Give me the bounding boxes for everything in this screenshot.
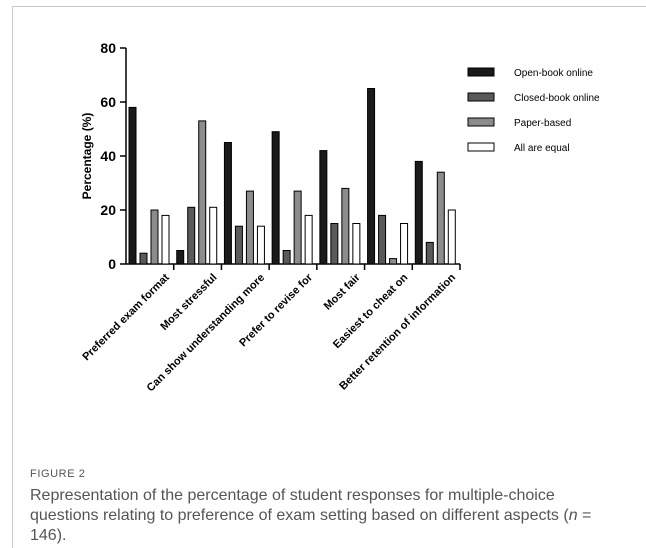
legend-swatch (467, 67, 495, 77)
bar-open-book-online (367, 88, 376, 265)
x-tick-label: Preferred exam format (80, 271, 172, 363)
figure-frame (12, 6, 646, 548)
bar-all-are-equal (447, 209, 456, 265)
bar-closed-book-online (282, 250, 291, 265)
bar-closed-book-online (425, 241, 434, 265)
bar-closed-book-online (378, 214, 387, 265)
bar-paper-based (389, 258, 398, 265)
y-tick-label: 60 (100, 94, 116, 110)
y-tick-label: 80 (100, 40, 116, 56)
bar-all-are-equal (352, 223, 361, 265)
y-axis-label: Percentage (%) (80, 113, 94, 200)
bar-open-book-online (128, 106, 137, 265)
legend-swatch (467, 142, 495, 152)
figure-label: FIGURE 2 (30, 468, 86, 480)
bar-all-are-equal (256, 225, 265, 265)
chart-bars (128, 88, 456, 265)
bar-open-book-online (271, 131, 280, 265)
bar-closed-book-online (139, 252, 148, 265)
figure-caption: Representation of the percentage of stud… (30, 486, 620, 546)
bar-open-book-online (319, 150, 328, 265)
bar-all-are-equal (161, 214, 170, 265)
bar-open-book-online (414, 160, 423, 265)
caption-variable: n (568, 507, 578, 524)
bar-paper-based (150, 209, 159, 265)
caption-text: Representation of the percentage of stud… (30, 487, 569, 524)
bar-closed-book-online (187, 206, 196, 265)
legend-label: All are equal (514, 143, 570, 154)
bar-paper-based (341, 187, 350, 265)
bar-paper-based (198, 120, 207, 265)
bar-open-book-online (223, 142, 232, 265)
caption-text-end: = 146). (30, 507, 592, 544)
y-tick-label: 0 (108, 256, 116, 272)
legend-label: Open-book online (514, 68, 593, 79)
bar-paper-based (436, 171, 445, 265)
chart-legend: Open-book online Closed-book online Paper-… (467, 67, 600, 154)
bar-closed-book-online (234, 225, 243, 265)
legend-swatch (467, 117, 495, 127)
legend-swatch (467, 92, 495, 102)
bar-all-are-equal (209, 206, 218, 265)
legend-label: Closed-book online (514, 93, 600, 104)
y-tick-label: 40 (100, 148, 116, 164)
bar-open-book-online (176, 250, 185, 265)
y-tick-label: 20 (100, 202, 116, 218)
bar-paper-based (293, 190, 302, 265)
bar-all-are-equal (400, 223, 409, 265)
bar-all-are-equal (304, 214, 313, 265)
legend-label: Paper-based (514, 118, 571, 129)
x-tick-label: Most fair (322, 271, 363, 312)
bar-paper-based (245, 190, 254, 265)
bar-closed-book-online (330, 223, 339, 265)
